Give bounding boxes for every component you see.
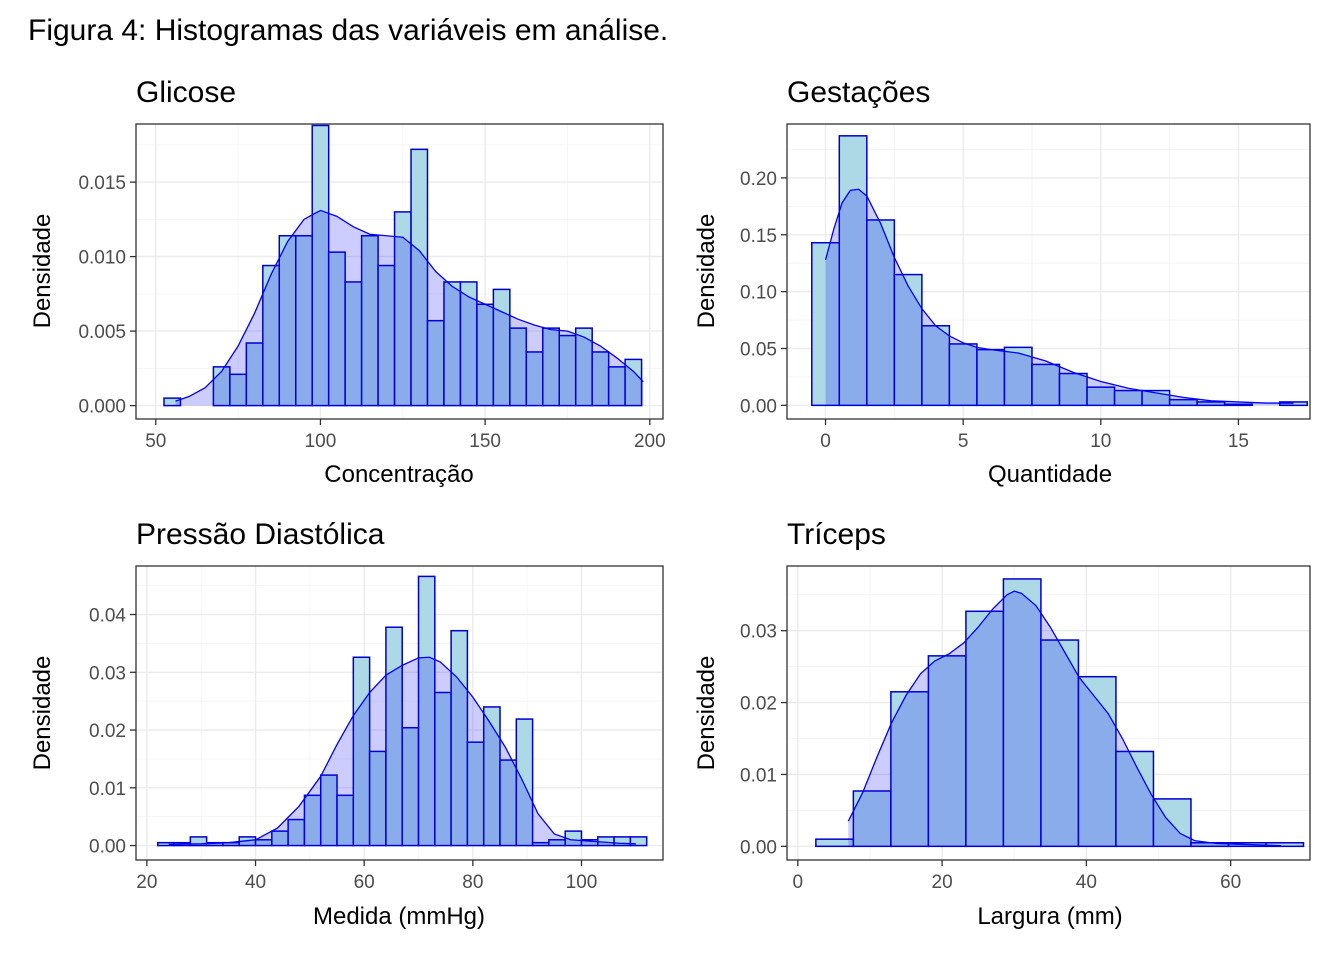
y-axis-label: Densidade xyxy=(693,656,720,771)
y-tick-label: 0.20 xyxy=(740,169,777,190)
histogram-bar xyxy=(1115,750,1155,848)
y-tick-label: 0.01 xyxy=(89,779,126,800)
density-line xyxy=(175,209,644,402)
density-area xyxy=(848,591,1282,847)
histogram-bar xyxy=(624,358,643,407)
y-tick-label: 0.015 xyxy=(78,173,126,194)
panel-title: Glicose xyxy=(136,76,236,109)
histogram-bar xyxy=(948,343,978,407)
x-tick-label: 15 xyxy=(1228,431,1249,452)
panel-triceps: Tríceps Largura (mm) Densidade 0 20 40 60 0.… xyxy=(693,518,1311,930)
histogram-bar xyxy=(976,348,1006,407)
y-tick-label: 0.01 xyxy=(740,765,777,786)
x-axis-label: Largura (mm) xyxy=(977,903,1122,930)
y-tick-label: 0.00 xyxy=(740,396,777,417)
y-tick-label: 0.02 xyxy=(740,694,777,715)
plot-frame xyxy=(786,123,1311,420)
histogram-bar xyxy=(1040,639,1080,848)
y-tick-label: 0.010 xyxy=(78,248,126,269)
x-tick-label: 0 xyxy=(820,431,831,452)
histogram-bar xyxy=(1077,675,1117,848)
y-tick-label: 0.03 xyxy=(89,663,126,684)
x-tick-label: 60 xyxy=(1220,872,1241,893)
histogram-bar xyxy=(927,655,967,848)
x-tick-label: 100 xyxy=(305,431,337,452)
histogram-bar xyxy=(838,135,868,407)
x-tick-label: 20 xyxy=(932,872,953,893)
x-tick-label: 60 xyxy=(354,872,375,893)
x-tick-label: 40 xyxy=(1076,872,1097,893)
panel-title: Gestações xyxy=(787,76,930,109)
histogram-bar xyxy=(811,241,841,407)
plot-frame xyxy=(135,123,664,420)
density-line xyxy=(824,188,1294,404)
panel-pressao-diastolica: Pressão Diastólica Medida (mmHg) Densida… xyxy=(29,518,664,930)
histogram-bar xyxy=(189,836,208,847)
y-tick-label: 0.15 xyxy=(740,226,777,247)
y-tick-label: 0.00 xyxy=(89,837,126,858)
histogram-bar xyxy=(1031,363,1061,407)
histogram-bar xyxy=(866,219,896,407)
x-tick-label: 150 xyxy=(469,431,501,452)
panel-title: Pressão Diastólica xyxy=(136,518,385,551)
panel-gestacoes: Gestações Quantidade Densidade 0 5 10 15 0.0… xyxy=(693,76,1311,488)
y-tick-label: 0.000 xyxy=(78,397,126,418)
y-tick-label: 0.005 xyxy=(78,322,126,343)
density-area xyxy=(168,657,636,846)
y-tick-label: 0.04 xyxy=(89,606,126,627)
x-tick-label: 80 xyxy=(462,872,483,893)
histogram-bar xyxy=(515,718,534,847)
y-tick-label: 0.02 xyxy=(89,721,126,742)
x-tick-label: 40 xyxy=(245,872,266,893)
histogram-bar xyxy=(1223,403,1253,407)
density-line xyxy=(168,656,636,846)
histogram-bar xyxy=(1002,578,1042,848)
x-axis-label: Concentração xyxy=(324,461,473,488)
x-tick-label: 0 xyxy=(793,872,804,893)
y-axis-label: Densidade xyxy=(29,656,56,771)
x-tick-label: 200 xyxy=(634,431,666,452)
y-axis-label: Densidade xyxy=(693,214,720,329)
histogram-bar xyxy=(163,397,182,407)
plot-frame xyxy=(786,565,1311,861)
histogram-bar xyxy=(890,691,930,848)
x-axis-label: Quantidade xyxy=(988,461,1112,488)
density-line xyxy=(847,590,1282,847)
y-tick-label: 0.05 xyxy=(740,339,777,360)
figure-title: Figura 4: Histogramas das variáveis em a… xyxy=(28,14,668,47)
density-area xyxy=(175,210,644,406)
x-tick-label: 50 xyxy=(145,431,166,452)
y-tick-label: 0.10 xyxy=(740,283,777,304)
x-tick-label: 5 xyxy=(958,431,969,452)
panel-title: Tríceps xyxy=(787,518,886,551)
x-tick-label: 10 xyxy=(1090,431,1111,452)
x-tick-label: 100 xyxy=(566,872,598,893)
plot-frame xyxy=(135,565,664,861)
y-axis-label: Densidade xyxy=(29,214,56,329)
density-area xyxy=(825,189,1294,406)
histogram-bar xyxy=(629,836,648,847)
y-tick-label: 0.00 xyxy=(740,837,777,858)
x-tick-label: 20 xyxy=(136,872,157,893)
x-axis-label: Medida (mmHg) xyxy=(313,903,485,930)
histogram-bar xyxy=(815,838,855,848)
histogram-bar xyxy=(410,148,429,407)
y-tick-label: 0.03 xyxy=(740,622,777,643)
panel-glicose: Glicose Concentração Densidade 50 100 150 2… xyxy=(29,76,666,488)
